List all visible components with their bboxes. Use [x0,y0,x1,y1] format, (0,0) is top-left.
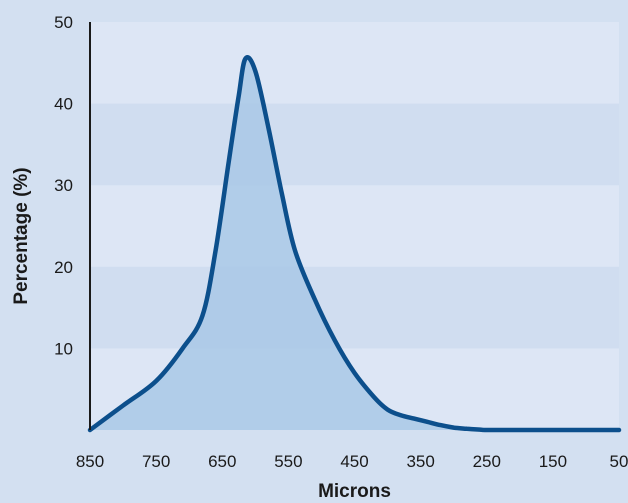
x-tick-label: 850 [76,452,104,471]
grid-band [90,103,619,186]
x-tick-label: 350 [406,452,434,471]
x-tick-label: 450 [340,452,368,471]
x-tick-label: 250 [473,452,501,471]
x-tick-labels: 850 750 650 550 450 350 250 150 50 [76,452,628,471]
y-tick-label: 30 [54,176,73,195]
x-tick-label: 50 [610,452,628,471]
y-tick-label: 50 [54,13,73,32]
x-tick-label: 750 [142,452,170,471]
y-tick-label: 20 [54,258,73,277]
x-tick-label: 550 [274,452,302,471]
y-tick-labels: 10 20 30 40 50 [54,13,73,358]
y-tick-label: 40 [54,95,73,114]
grid-band [90,185,619,267]
x-tick-label: 150 [539,452,567,471]
x-tick-label: 650 [208,452,236,471]
series-line [87,55,622,433]
grid-bands [90,22,619,430]
area-fill [90,57,619,431]
grid-band [90,266,619,349]
y-axis-title: Percentage (%) [11,167,32,304]
y-tick-label: 10 [54,339,73,358]
x-axis-title: Microns [318,481,391,502]
grid-band [90,22,619,104]
